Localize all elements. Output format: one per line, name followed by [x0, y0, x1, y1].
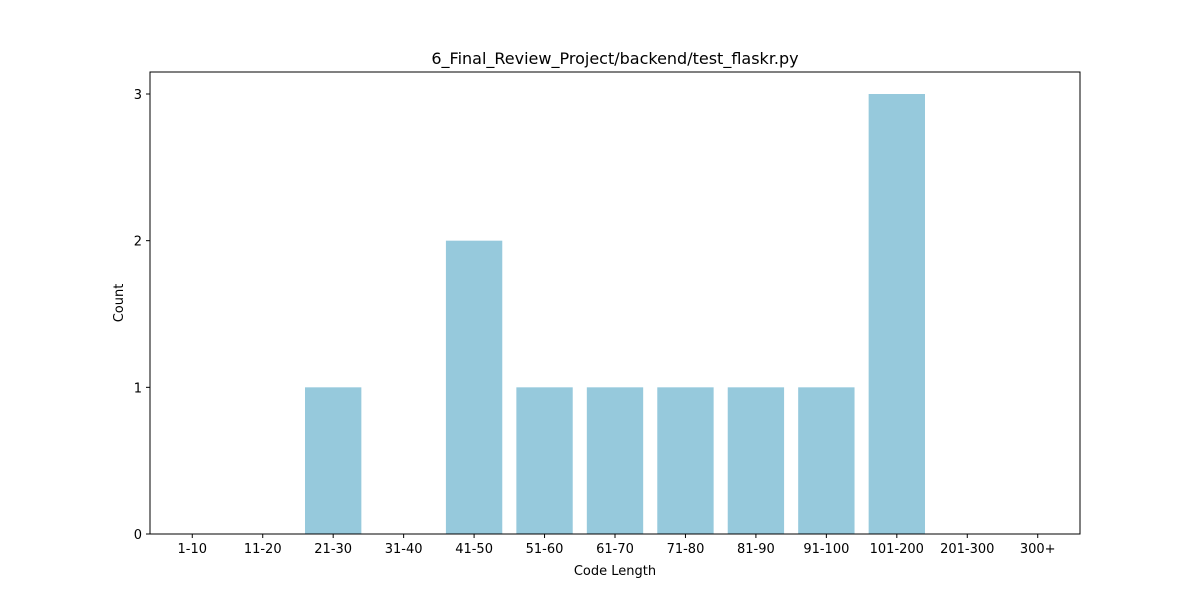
bar-91-100 — [798, 387, 855, 534]
x-tick-label: 21-30 — [314, 542, 352, 557]
y-axis-label: Count — [112, 284, 127, 323]
x-tick-label: 91-100 — [803, 542, 849, 557]
x-tick-label: 11-20 — [244, 542, 282, 557]
y-tick-label: 0 — [134, 528, 142, 543]
x-tick-label: 41-50 — [455, 542, 493, 557]
y-axis-ticks: 0 1 2 3 — [134, 88, 150, 543]
bar-41-50 — [445, 240, 503, 535]
bar-51-60 — [516, 387, 573, 534]
x-tick-label: 81-90 — [737, 542, 775, 557]
x-axis-label: Code Length — [574, 564, 656, 579]
x-tick-label: 300+ — [1020, 542, 1056, 557]
chart-title: 6_Final_Review_Project/backend/test_flas… — [431, 49, 798, 69]
y-tick-label: 2 — [134, 235, 142, 250]
x-tick-label: 51-60 — [526, 542, 564, 557]
x-tick-label: 31-40 — [385, 542, 423, 557]
bar-21-30 — [305, 387, 362, 534]
y-tick-label: 3 — [134, 88, 142, 103]
bars-group — [305, 94, 925, 535]
x-tick-label: 61-70 — [596, 542, 634, 557]
x-tick-label: 201-300 — [940, 542, 994, 557]
x-tick-label: 101-200 — [870, 542, 924, 557]
bar-81-90 — [727, 387, 785, 534]
bar-101-200 — [868, 94, 925, 534]
bar-71-80 — [657, 387, 714, 534]
bar-61-70 — [586, 387, 644, 534]
x-tick-label: 1-10 — [178, 542, 208, 557]
x-tick-label: 71-80 — [667, 542, 705, 557]
y-tick-label: 1 — [134, 381, 142, 396]
x-axis-ticks: 1-10 11-20 21-30 31-40 41-50 51-60 61-70 71-80 8… — [178, 534, 1056, 557]
